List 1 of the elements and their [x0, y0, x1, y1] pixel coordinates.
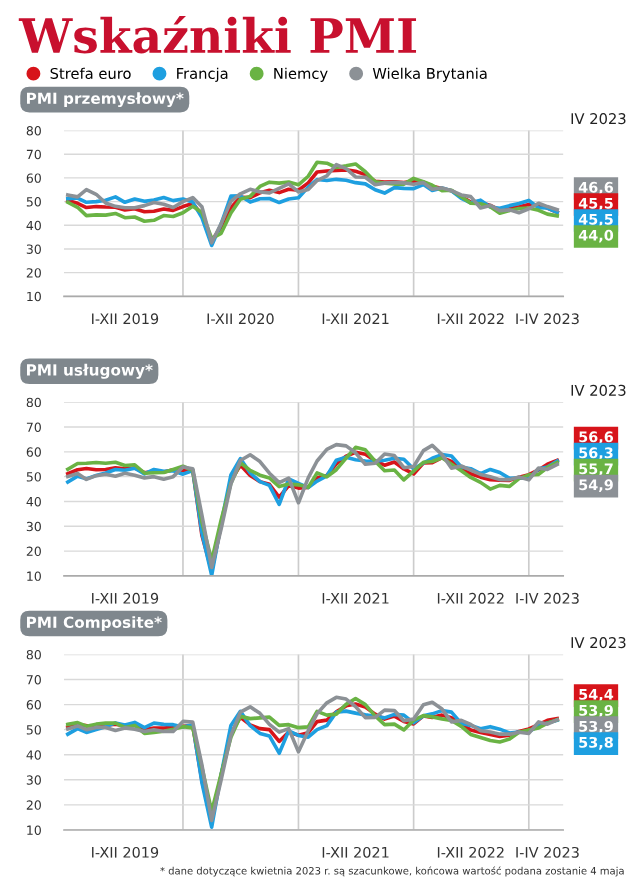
chart-title: Wskaźniki PMI	[18, 15, 417, 54]
